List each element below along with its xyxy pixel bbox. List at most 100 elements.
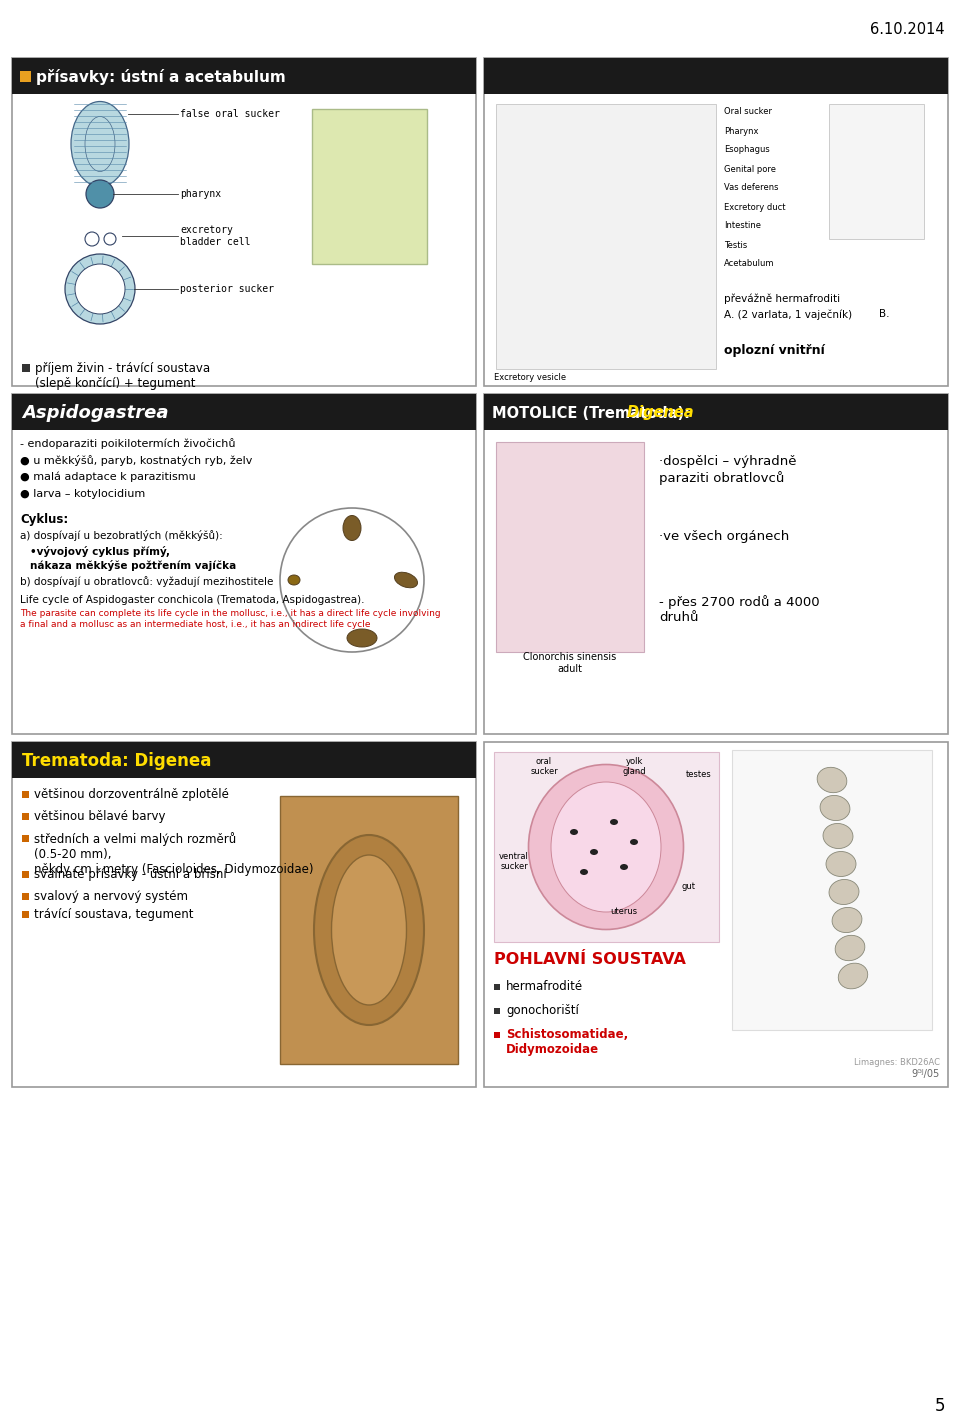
Text: gut: gut — [682, 882, 696, 890]
Text: •vývojový cyklus přímý,: •vývojový cyklus přímý, — [30, 547, 170, 557]
Bar — [12, 59, 476, 94]
Text: Excretory vesicle: Excretory vesicle — [494, 372, 566, 381]
Text: oral
sucker: oral sucker — [530, 756, 558, 776]
Text: ventral
sucker: ventral sucker — [499, 852, 529, 872]
Text: většinou bělavé barvy: většinou bělavé barvy — [34, 811, 165, 823]
Text: středních a velmi malých rozměrů
(0.5-20 mm),
někdy cm i metry (Fascioloides, Di: středních a velmi malých rozměrů (0.5-20… — [34, 832, 314, 876]
Text: druhů: druhů — [659, 611, 699, 624]
Ellipse shape — [570, 829, 578, 835]
Text: posterior sucker: posterior sucker — [180, 284, 274, 294]
Text: Trematoda: Digenea: Trematoda: Digenea — [22, 752, 211, 771]
Text: Testis: Testis — [724, 241, 747, 250]
Text: Schistosomatidae,
Didymozoidae: Schistosomatidae, Didymozoidae — [506, 1027, 628, 1056]
Text: yolk
gland: yolk gland — [622, 756, 646, 776]
Text: - endoparaziti poikilotermích živočichů: - endoparaziti poikilotermích živočichů — [20, 438, 235, 450]
Text: ● u měkkýšů, paryb, kostnatých ryb, želv: ● u měkkýšů, paryb, kostnatých ryb, želv — [20, 455, 252, 467]
Ellipse shape — [551, 782, 661, 912]
Bar — [12, 394, 476, 430]
Bar — [484, 742, 948, 1087]
Bar — [12, 742, 476, 1087]
Ellipse shape — [347, 629, 377, 646]
Ellipse shape — [314, 835, 424, 1025]
Text: gonochoriští: gonochoriští — [506, 1005, 579, 1017]
Text: pharynx: pharynx — [180, 188, 221, 198]
Bar — [280, 796, 458, 1065]
Text: svalnaté přísavky - ústní a břišní: svalnaté přísavky - ústní a břišní — [34, 868, 227, 880]
Text: a final and a mollusc as an intermediate host, i.e., it has an indirect life cyc: a final and a mollusc as an intermediate… — [20, 619, 371, 629]
Bar — [22, 870, 29, 878]
Bar — [312, 108, 427, 264]
Bar — [22, 364, 30, 372]
Bar — [20, 71, 31, 81]
Ellipse shape — [835, 935, 865, 960]
Text: 9ᴳᴶ/05: 9ᴳᴶ/05 — [912, 1069, 940, 1079]
Text: Cyklus:: Cyklus: — [20, 512, 68, 527]
Ellipse shape — [829, 879, 859, 905]
Ellipse shape — [630, 839, 638, 845]
Bar — [12, 742, 476, 778]
Bar — [732, 751, 932, 1030]
Text: ·ve všech orgánech: ·ve všech orgánech — [659, 529, 789, 544]
Text: Intestine: Intestine — [724, 221, 761, 231]
Text: paraziti obratlovců: paraziti obratlovců — [659, 471, 784, 485]
Text: false oral sucker: false oral sucker — [180, 108, 280, 118]
Ellipse shape — [86, 180, 114, 208]
Ellipse shape — [820, 795, 850, 821]
Bar — [12, 59, 476, 385]
Bar — [22, 893, 29, 900]
Text: Pharynx: Pharynx — [724, 127, 758, 136]
Text: převážně hermafroditi: převážně hermafroditi — [724, 294, 840, 304]
Text: a) dospívají u bezobratlých (měkkýšů):: a) dospívají u bezobratlých (měkkýšů): — [20, 529, 223, 541]
Text: Genital pore: Genital pore — [724, 164, 776, 174]
Bar — [484, 394, 948, 430]
Bar — [22, 791, 29, 798]
Text: B.: B. — [879, 310, 890, 320]
Bar — [22, 910, 29, 918]
Text: 6.10.2014: 6.10.2014 — [871, 21, 945, 37]
Bar — [484, 394, 948, 733]
Text: ● malá adaptace k parazitismu: ● malá adaptace k parazitismu — [20, 472, 196, 482]
Ellipse shape — [529, 765, 684, 929]
Ellipse shape — [85, 233, 99, 245]
Text: 5: 5 — [934, 1397, 945, 1416]
Text: Excretory duct: Excretory duct — [724, 203, 785, 211]
Ellipse shape — [826, 852, 856, 876]
Text: Acetabulum: Acetabulum — [724, 260, 775, 268]
Bar — [494, 1032, 500, 1037]
Ellipse shape — [620, 863, 628, 870]
Text: uterus: uterus — [611, 908, 637, 916]
Ellipse shape — [580, 869, 588, 875]
Text: Vas deferens: Vas deferens — [724, 184, 779, 193]
Ellipse shape — [838, 963, 868, 989]
Ellipse shape — [610, 819, 618, 825]
Bar — [12, 394, 476, 733]
Text: nákaza měkkýše požtřením vajíčka: nákaza měkkýše požtřením vajíčka — [30, 559, 236, 571]
Text: ● larva – kotylocidium: ● larva – kotylocidium — [20, 489, 145, 499]
Ellipse shape — [817, 768, 847, 792]
Bar — [494, 1007, 500, 1015]
Text: The parasite can complete its life cycle in the mollusc, i.e., it has a direct l: The parasite can complete its life cycle… — [20, 609, 441, 618]
Text: Esophagus: Esophagus — [724, 146, 770, 154]
Text: excretory
bladder cell: excretory bladder cell — [180, 225, 251, 247]
Text: adult: adult — [558, 664, 583, 674]
Bar — [22, 813, 29, 821]
Bar — [496, 442, 644, 652]
Bar — [494, 752, 719, 942]
Ellipse shape — [104, 233, 116, 245]
Text: přísavky: ústní a acetabulum: přísavky: ústní a acetabulum — [36, 68, 286, 86]
Ellipse shape — [288, 575, 300, 585]
Text: Clonorchis sinensis: Clonorchis sinensis — [523, 652, 616, 662]
Text: svalový a nervový systém: svalový a nervový systém — [34, 890, 188, 903]
Text: Digenea: Digenea — [626, 405, 694, 421]
Bar — [484, 59, 948, 94]
Ellipse shape — [343, 515, 361, 541]
Text: hermafrodité: hermafrodité — [506, 980, 583, 993]
Bar — [494, 985, 500, 990]
Text: A. (2 varlata, 1 vaječník): A. (2 varlata, 1 vaječník) — [724, 310, 852, 320]
Text: Oral sucker: Oral sucker — [724, 107, 772, 117]
Text: - přes 2700 rodů a 4000: - přes 2700 rodů a 4000 — [659, 595, 820, 609]
Text: trávící soustava, tegument: trávící soustava, tegument — [34, 908, 194, 920]
Text: Limagnes: BKD26AC: Limagnes: BKD26AC — [854, 1057, 940, 1067]
Ellipse shape — [75, 264, 125, 314]
Text: většinou dorzoventrálně zplotělé: většinou dorzoventrálně zplotělé — [34, 788, 228, 801]
